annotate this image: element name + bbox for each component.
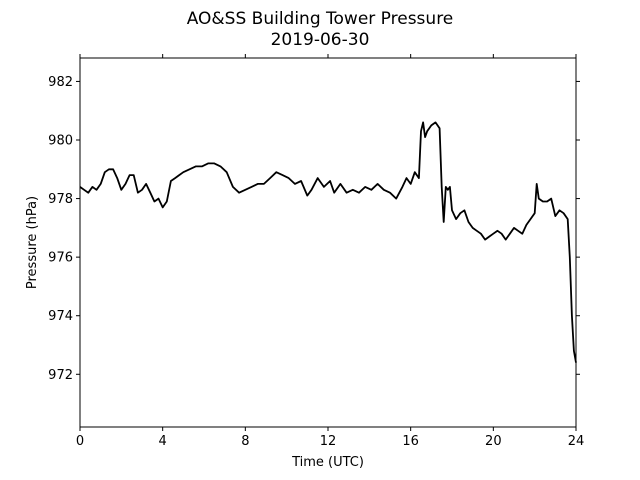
y-tick-label: 978 [48, 192, 73, 207]
axis-tick-labels: 0 4 8 12 16 20 24 972 974 976 978 980 982 [48, 75, 584, 449]
y-axis-label: Pressure (hPa) [25, 196, 40, 289]
x-tick-label: 24 [568, 434, 585, 449]
x-tick-label: 8 [241, 434, 249, 449]
y-tick-label: 980 [48, 134, 73, 149]
x-tick-label: 12 [320, 434, 337, 449]
x-tick-label: 20 [485, 434, 502, 449]
y-tick-label: 982 [48, 75, 73, 90]
x-tick-label: 0 [76, 434, 84, 449]
chart-subtitle: 2019-06-30 [271, 30, 370, 50]
x-tick-label: 16 [402, 434, 419, 449]
x-axis-label: Time (UTC) [291, 455, 364, 470]
chart-title: AO&SS Building Tower Pressure [187, 9, 454, 29]
plot-frame [79, 57, 577, 428]
x-tick-label: 4 [159, 434, 167, 449]
y-tick-label: 976 [48, 251, 73, 266]
y-tick-label: 974 [48, 309, 73, 324]
y-tick-label: 972 [48, 368, 73, 383]
plot-area [80, 58, 576, 427]
axis-ticks [76, 54, 580, 431]
pressure-series-line [79, 121, 577, 363]
